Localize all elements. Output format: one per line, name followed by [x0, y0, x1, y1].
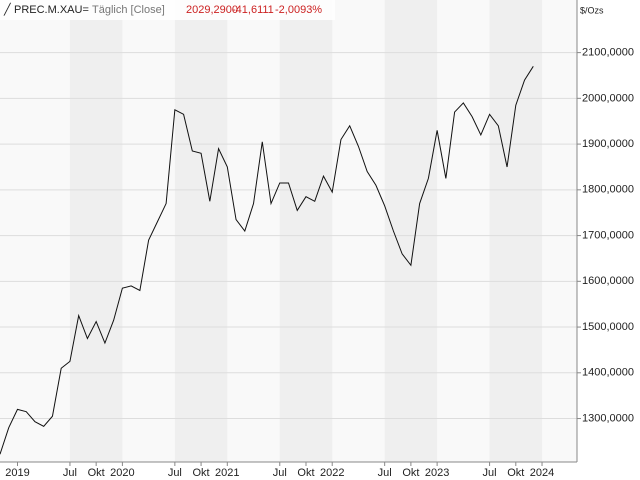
last-price: 2029,2900 — [186, 4, 238, 16]
y-unit: $/Ozs — [580, 5, 604, 15]
price-change: -41,6111 — [232, 4, 274, 16]
x-tick-label: 2019 — [5, 467, 29, 479]
x-tick-label: Okt — [193, 467, 210, 479]
x-tick-label: Okt — [297, 467, 314, 479]
plot-background — [0, 0, 577, 462]
y-tick-label: 2100,0000 — [582, 47, 634, 59]
chart-title: PREC.M.XAU= — [14, 4, 89, 16]
y-tick-label: 1700,0000 — [582, 229, 634, 241]
x-tick-label: 2024 — [530, 467, 554, 479]
x-tick-label: 2021 — [215, 467, 239, 479]
y-tick-label: 1800,0000 — [582, 184, 634, 196]
price-change-pct: -2,0093% — [275, 4, 322, 16]
half-year-band — [384, 0, 438, 462]
x-tick-label: Okt — [88, 467, 105, 479]
x-tick-label: 2023 — [425, 467, 449, 479]
plot — [0, 66, 534, 455]
half-year-band — [489, 0, 543, 462]
half-year-band — [174, 0, 228, 462]
y-tick-label: 1500,0000 — [582, 321, 634, 333]
price-line — [0, 66, 534, 455]
header-icon: ╱ — [3, 2, 12, 16]
x-tick-label: Jul — [483, 467, 497, 479]
y-tick-label: 1300,0000 — [582, 412, 634, 424]
header-background — [0, 0, 335, 20]
x-tick-label: Jul — [273, 467, 287, 479]
x-tick-label: Jul — [63, 467, 77, 479]
half-year-band — [69, 0, 123, 462]
x-tick-label: 2022 — [320, 467, 344, 479]
x-tick-label: 2020 — [110, 467, 134, 479]
y-tick-label: 1900,0000 — [582, 138, 634, 150]
x-tick-label: Okt — [402, 467, 419, 479]
chart-subtitle: Täglich [Close] — [92, 4, 165, 16]
half-year-band — [279, 0, 333, 462]
x-tick-label: Jul — [378, 467, 392, 479]
x-tick-label: Okt — [507, 467, 524, 479]
y-tick-label: 1400,0000 — [582, 367, 634, 379]
x-tick-label: Jul — [168, 467, 182, 479]
y-tick-label: 2000,0000 — [582, 92, 634, 104]
y-tick-label: 1600,0000 — [582, 275, 634, 287]
grid — [0, 52, 577, 420]
